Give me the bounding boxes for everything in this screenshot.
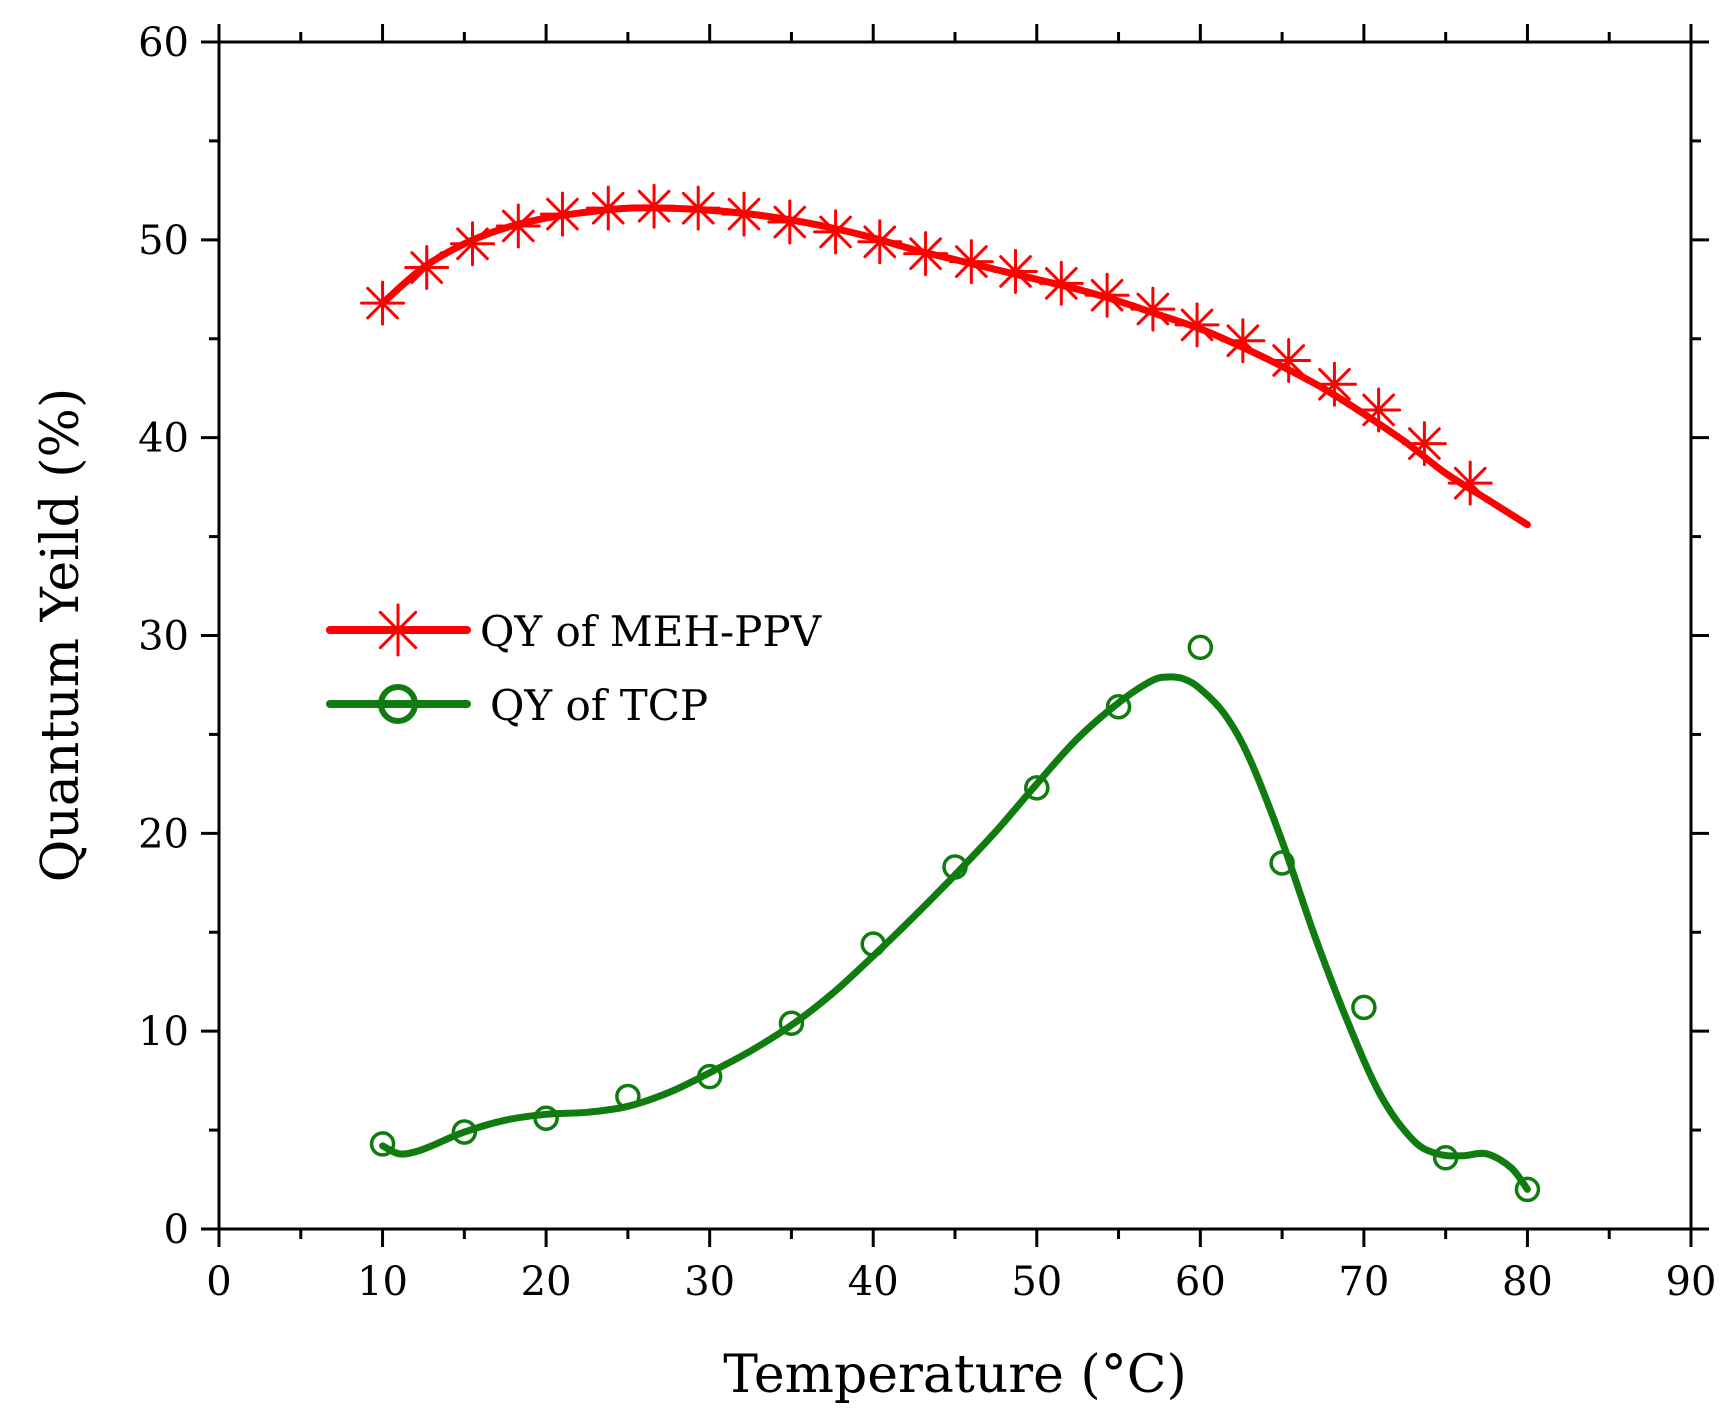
data-point [813,209,859,255]
data-point [721,191,767,237]
data-point [1105,693,1132,720]
data-point [903,231,949,277]
y-tick-label: 0 [164,1207,189,1253]
x-tick-label: 20 [521,1259,572,1305]
data-point [1432,1145,1459,1171]
data-point [860,931,886,957]
data-point [450,221,496,267]
data-point [1269,850,1295,876]
data-point [404,245,450,291]
data-point [1024,775,1050,801]
data-point [1174,302,1220,348]
data-point [533,1105,559,1131]
data-point [585,185,631,231]
data-point [1220,318,1266,364]
legend-label-meh-ppv: QY of MEH-PPV [480,607,822,656]
axis-tick-labels: 0 10 20 30 40 50 60 70 80 90 0 10 20 30 40 50 60 [138,20,1716,1305]
data-point [1311,361,1357,407]
y-tick-label: 50 [138,218,189,264]
y-tick-label: 60 [138,20,189,66]
data-point [1038,260,1084,306]
data-point [948,239,994,285]
x-tick-label: 10 [357,1259,408,1305]
x-tick-label: 0 [206,1259,231,1305]
data-point [369,1131,396,1157]
data-point [857,219,903,265]
x-axis-title: Temperature (°C) [723,1345,1187,1405]
data-point [675,185,721,231]
plot-frame [217,40,1693,1231]
legend-marker-meh-ppv [371,603,425,657]
y-tick-label: 40 [138,416,189,462]
data-point [1187,634,1214,661]
y-tick-label: 10 [138,1009,189,1055]
axis-ticks [201,24,1709,1247]
x-tick-label: 40 [848,1259,899,1305]
legend-circle [378,684,418,724]
data-point [360,280,406,326]
legend-asterisk [371,603,425,657]
x-tick-label: 80 [1502,1259,1553,1305]
data-point [539,191,585,237]
series-fit-line [379,204,1531,529]
y-tick-label: 30 [138,614,189,660]
legend-marker-tcp [378,684,418,724]
data-point [1130,286,1176,332]
data-point [451,1119,478,1145]
x-tick-label: 30 [684,1259,735,1305]
data-point [696,1063,723,1090]
series-fit-line [379,673,1531,1193]
data-point [778,1010,805,1037]
x-tick-label: 50 [1011,1259,1062,1305]
y-tick-label: 20 [138,811,189,857]
x-tick-label: 90 [1666,1259,1717,1305]
series-layer [360,183,1541,1203]
data-point [495,203,541,249]
legend-label-tcp: QY of TCP [490,681,708,730]
data-point [1266,338,1312,384]
data-point [942,854,968,880]
series-0 [360,183,1531,529]
x-tick-label: 60 [1175,1259,1226,1305]
x-tick-label: 70 [1338,1259,1389,1305]
data-point [1351,994,1377,1021]
data-point [993,248,1039,294]
data-point [631,183,677,229]
y-axis-title: Quantum Yeild (%) [31,388,91,882]
data-point [767,199,813,245]
legend: QY of MEH-PPV QY of TCP [326,603,822,730]
data-point [615,1083,641,1110]
data-point [1356,387,1402,433]
data-point [1401,421,1447,467]
data-point [1084,272,1130,318]
series-1 [369,634,1541,1203]
data-point [1514,1176,1541,1203]
data-point [1447,460,1493,506]
